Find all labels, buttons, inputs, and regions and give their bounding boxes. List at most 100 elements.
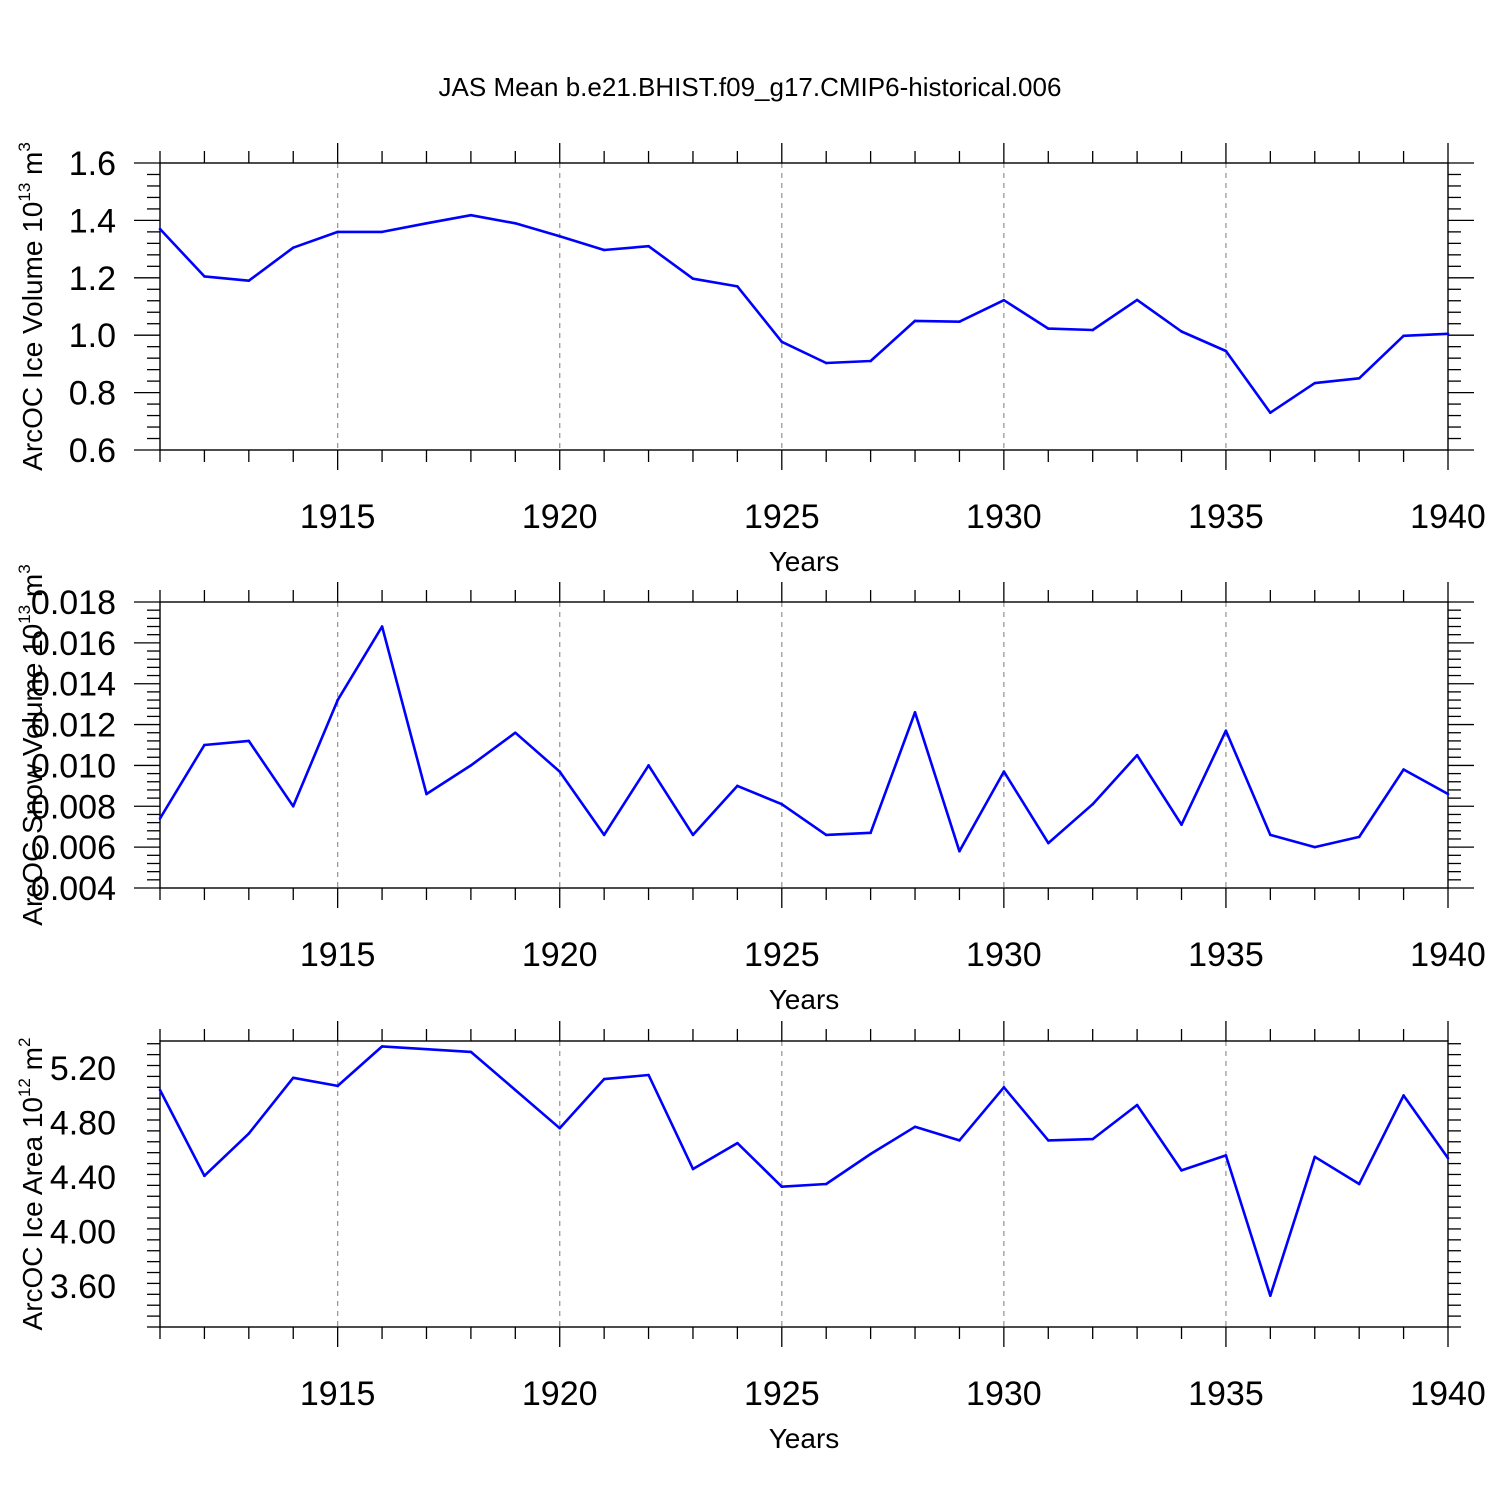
data-point [247,1132,251,1135]
x-axis-title: Years [769,546,840,577]
data-point [425,221,428,225]
x-axis-title: Years [769,984,840,1015]
data-point [1402,334,1405,338]
data-point [1046,1139,1050,1142]
series-line [160,213,1448,415]
data-point [1269,833,1272,837]
y-tick-label: 0.010 [31,747,116,785]
y-tick-label: 0.008 [31,788,116,826]
x-tick-label: 1935 [1188,498,1264,536]
y-tick-label: 0.018 [31,584,116,622]
data-point [913,1125,917,1129]
data-point [469,764,473,767]
y-axis-title-ylabel-exp: 13 [15,183,34,202]
y-axis-title-ylabel-unit: m [17,1047,48,1078]
data-point [647,1073,650,1077]
data-point [647,764,650,767]
data-point [291,1076,295,1080]
figure-title: JAS Mean b.e21.BHIST.f09_g17.CMIP6-histo… [439,72,1062,102]
x-tick-label: 1935 [1188,1375,1264,1413]
data-point [158,817,162,820]
data-point [736,784,739,788]
x-tick-label: 1935 [1188,936,1264,974]
y-tick-label: 0.8 [69,375,116,413]
data-point [558,1126,562,1130]
data-point [780,1185,784,1189]
data-point [1135,753,1139,757]
y-tick-label: 3.60 [50,1268,116,1306]
data-point [1313,381,1317,385]
y-tick-label: 0.014 [31,666,116,704]
data-point [1002,1086,1006,1089]
data-point [1402,768,1405,771]
data-point [780,802,784,806]
x-tick-label: 1925 [744,498,820,536]
data-point [247,279,251,282]
data-point [913,711,917,714]
y-tick-label: 4.80 [50,1105,116,1143]
data-point [336,230,339,234]
x-tick-label: 1930 [966,1375,1042,1413]
data-point [691,833,695,837]
data-point [158,1088,162,1092]
x-tick-label: 1940 [1410,936,1486,974]
data-point [469,1050,473,1054]
data-point [647,244,650,248]
data-point [1046,327,1050,330]
data-point [958,849,961,853]
y-axis-title-ylabel-exp: 13 [15,605,34,624]
data-point [514,221,517,225]
data-point [736,285,739,288]
data-point [1446,332,1450,336]
y-axis-title-ylabel-main: ArcOC Ice Area 10 [17,1097,48,1330]
plot-frame [159,1040,1449,1328]
y-axis-title-ylabel-unit-exp: 2 [15,1038,34,1047]
y-axis-title: ArcOC Ice Volume 1013 m3 [15,142,48,471]
data-point [1002,298,1006,302]
y-axis-title: ArcOC Snow Volume 1013 m3 [15,564,48,925]
data-point [913,319,917,323]
y-tick-label: 0.006 [31,829,116,867]
chart-panel-2: 1915 1920 1925 1930 1935 1940Years0.0040.0060… [15,564,1486,1015]
data-point [1180,1169,1183,1172]
data-point [203,743,206,747]
data-point [824,361,828,365]
data-point [736,1141,739,1145]
x-tick-label: 1920 [522,498,598,536]
data-point [1313,1155,1317,1159]
data-point [514,1088,517,1092]
y-axis-title: ArcOC Ice Area 1012 m2 [15,1038,48,1331]
data-point [602,833,606,837]
data-point [869,831,872,835]
data-point [380,625,384,628]
data-point [1224,1154,1228,1157]
y-axis-title-ylabel-unit-exp: 3 [15,564,34,573]
data-point [291,804,295,808]
x-tick-label: 1930 [966,498,1042,536]
data-point [336,1084,339,1088]
data-point [1135,298,1139,302]
y-tick-label: 1.0 [69,317,116,355]
data-point [514,731,517,735]
y-axis-title-ylabel-unit-exp: 3 [15,142,34,151]
y-tick-label: 1.6 [69,145,116,183]
data-point [1357,835,1361,839]
data-point [1446,1156,1450,1160]
y-axis-title-ylabel-unit: m [17,152,48,183]
plot-frame [159,601,1449,889]
data-point [425,1047,428,1051]
y-tick-label: 0.004 [31,870,116,908]
data-point [1269,1294,1272,1297]
data-point [1135,1103,1139,1107]
data-point [691,1167,695,1171]
data-point [203,275,206,278]
data-point [1091,1137,1094,1141]
y-axis-title-ylabel-main: ArcOC Snow Volume 10 [17,624,48,926]
data-point [291,246,295,249]
data-point [602,1077,606,1081]
data-point [1091,802,1094,806]
x-tick-label: 1915 [300,498,376,536]
data-point [336,698,339,702]
